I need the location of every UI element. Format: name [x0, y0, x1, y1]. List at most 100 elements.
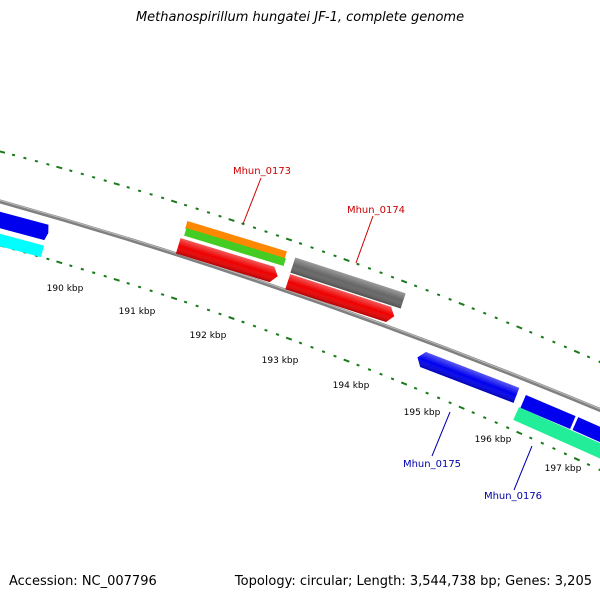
genome-backbone — [0, 199, 600, 413]
gene-label-mhun-0173: Mhun_0173 — [233, 166, 291, 177]
inner-tick-mark — [586, 463, 591, 467]
outer-tick-mark — [482, 311, 487, 315]
feature-blue-small — [520, 395, 576, 429]
outer-tick-mark — [400, 279, 408, 284]
accession-text: Accession: NC_007796 — [9, 574, 157, 589]
outer-tick-mark — [343, 258, 350, 262]
outer-tick-mark — [436, 293, 441, 297]
inner-tick-mark — [516, 430, 523, 436]
gene-label-mhun-0175: Mhun_0175 — [403, 459, 461, 470]
tick-label-193: 193 kbp — [262, 356, 299, 366]
inner-tick-mark — [367, 368, 372, 372]
gene-label-mhun-0176: Mhun_0176 — [484, 491, 542, 502]
outer-tick-mark — [471, 307, 475, 311]
inner-tick-mark — [563, 452, 568, 456]
outer-tick-mark — [218, 214, 222, 218]
tick-label-197: 197 kbp — [545, 464, 582, 474]
inner-tick-mark — [598, 468, 600, 472]
outer-tick-mark — [367, 266, 372, 270]
inner-tick-mark — [241, 320, 245, 324]
outer-tick-mark — [160, 196, 165, 200]
outer-tick-mark — [69, 169, 73, 173]
outer-tick-mark — [390, 275, 395, 279]
outer-tick-mark — [149, 193, 153, 196]
outer-tick-mark — [413, 284, 418, 288]
inner-tick-mark — [471, 411, 475, 415]
outer-tick-mark — [228, 218, 235, 222]
feature-gray-mhun-0174 — [290, 257, 406, 309]
inner-tick-mark — [573, 457, 581, 462]
outer-tick-mark — [540, 335, 545, 339]
inner-tick-mark — [413, 386, 418, 390]
outer-tick-mark — [598, 360, 600, 364]
inner-tick-mark — [69, 264, 73, 268]
outer-tick-mark — [356, 262, 360, 266]
inner-tick-mark — [379, 372, 383, 376]
leader-line-mhun-0174 — [355, 215, 374, 264]
outer-tick-mark — [563, 345, 568, 349]
inner-tick-mark — [113, 277, 120, 282]
inner-tick-mark — [126, 281, 130, 285]
outer-tick-mark — [126, 186, 130, 189]
tick-label-190: 190 kbp — [47, 284, 84, 294]
inner-tick-mark — [552, 446, 556, 451]
feature-blue-left-outer — [0, 209, 49, 241]
outer-tick-mark — [0, 150, 6, 154]
genome-summary-text: Topology: circular; Length: 3,544,738 bp… — [234, 574, 592, 589]
tick-label-195: 195 kbp — [404, 408, 441, 418]
inner-tick-mark — [183, 300, 188, 304]
outer-tick-mark — [103, 179, 107, 182]
outer-tick-mark — [458, 301, 465, 307]
outer-tick-mark — [529, 330, 533, 334]
tick-label-191: 191 kbp — [119, 307, 156, 317]
feature-green — [184, 227, 286, 267]
leader-line-mhun-0173 — [242, 177, 262, 225]
leader-line-mhun-0175 — [431, 411, 451, 457]
outer-tick-mark — [34, 159, 39, 163]
outer-tick-mark — [80, 172, 85, 176]
outer-tick-mark — [252, 226, 257, 230]
outer-tick-mark — [195, 207, 199, 211]
outer-tick-mark — [113, 182, 120, 186]
inner-tick-mark — [540, 441, 545, 445]
outer-tick-mark — [379, 271, 383, 275]
inner-tick-mark — [195, 304, 199, 308]
outer-tick-mark — [298, 242, 303, 245]
inner-tick-mark — [160, 293, 165, 296]
leader-line-mhun-0176 — [513, 445, 533, 491]
outer-tick-mark — [448, 297, 452, 301]
outer-tick-mark — [91, 175, 96, 179]
outer-tick-mark — [333, 254, 337, 258]
outer-tick-mark — [137, 189, 142, 193]
genome-backbone-highlight — [0, 199, 600, 410]
outer-tick-ring — [0, 150, 600, 364]
feature-cyan-left — [0, 231, 45, 258]
inner-tick-mark — [458, 405, 465, 410]
tick-label-192: 192 kbp — [190, 331, 227, 341]
inner-tick-mark — [343, 358, 350, 363]
tick-label-194: 194 kbp — [333, 381, 370, 391]
feature-orange — [185, 220, 287, 260]
outer-tick-mark — [586, 355, 591, 359]
outer-tick-mark — [23, 156, 27, 160]
outer-tick-mark — [46, 162, 50, 166]
inner-tick-mark — [170, 296, 178, 301]
inner-tick-mark — [436, 396, 441, 400]
inner-tick-mark — [425, 391, 429, 395]
outer-tick-mark — [310, 246, 314, 250]
inner-tick-mark — [137, 285, 142, 289]
tick-label-196: 196 kbp — [475, 435, 512, 445]
inner-tick-mark — [285, 336, 293, 341]
inner-tick-mark — [103, 274, 107, 278]
inner-tick-mark — [505, 426, 510, 430]
outer-tick-mark — [573, 349, 581, 355]
feature-red-mhun-0173 — [175, 238, 278, 283]
outer-tick-mark — [183, 203, 188, 207]
feature-red-lower — [285, 274, 395, 323]
outer-tick-mark — [206, 211, 211, 214]
inner-tick-mark — [448, 401, 452, 405]
inner-tick-mark — [298, 341, 303, 345]
outer-tick-mark — [170, 199, 178, 204]
inner-tick-mark — [46, 257, 50, 261]
